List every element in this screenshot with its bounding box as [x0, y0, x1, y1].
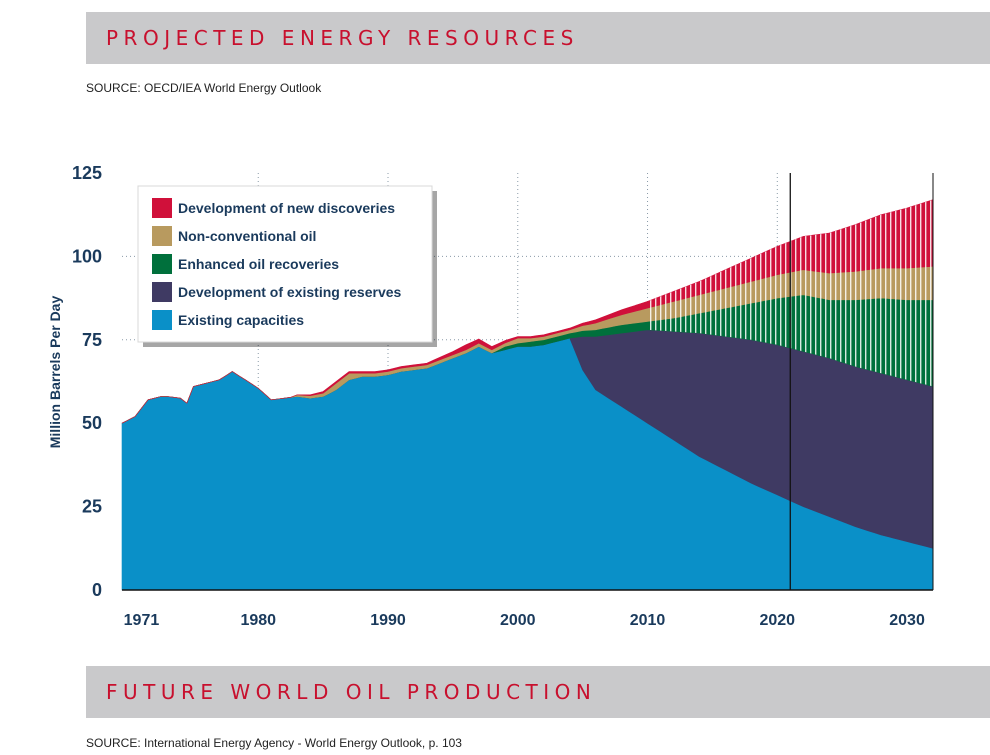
legend-label: Existing capacities	[178, 312, 304, 328]
x-tick-label: 2030	[889, 612, 925, 629]
legend: Development of new discoveries Non-conven…	[137, 185, 437, 347]
y-tick-label: 0	[92, 580, 102, 600]
axes: 0 25 50 75 100 125 1971 1980 1990 2000 2010 2020 203…	[47, 163, 934, 629]
y-tick-label: 25	[82, 497, 102, 517]
x-tick-label: 2020	[759, 612, 795, 629]
header-source: SOURCE: OECD/IEA World Energy Outlook	[86, 81, 322, 95]
legend-swatch	[152, 282, 172, 302]
y-tick-label: 50	[82, 413, 102, 433]
x-tick-label: 2010	[630, 612, 666, 629]
x-tick-label: 1971	[124, 612, 160, 629]
legend-label: Development of new discoveries	[178, 200, 395, 216]
page-title: PROJECTED ENERGY RESOURCES	[106, 26, 579, 50]
hatch-overlay	[647, 173, 933, 590]
footer-source: SOURCE: International Energy Agency - Wo…	[86, 736, 462, 750]
production-chart: 0 25 50 75 100 125 1971 1980 1990 2000 2010 2020 203…	[47, 163, 934, 629]
section-title: FUTURE WORLD OIL PRODUCTION	[106, 680, 597, 704]
legend-swatch	[152, 310, 172, 330]
x-tick-label: 1990	[370, 612, 406, 629]
legend-label: Development of existing reserves	[178, 284, 402, 300]
legend-box	[137, 185, 433, 343]
legend-label: Enhanced oil recoveries	[178, 256, 339, 272]
legend-swatch	[152, 198, 172, 218]
header-banner: PROJECTED ENERGY RESOURCES	[86, 12, 990, 64]
legend-label: Non-conventional oil	[178, 228, 316, 244]
x-tick-label: 1980	[240, 612, 276, 629]
y-axis-label: Million Barrels Per Day	[47, 296, 63, 449]
legend-swatch	[152, 226, 172, 246]
footer-banner: FUTURE WORLD OIL PRODUCTION	[86, 666, 990, 718]
y-tick-label: 125	[72, 163, 102, 183]
y-tick-label: 100	[72, 246, 102, 266]
legend-swatch	[152, 254, 172, 274]
x-tick-label: 2000	[500, 612, 536, 629]
y-tick-label: 75	[82, 330, 102, 350]
